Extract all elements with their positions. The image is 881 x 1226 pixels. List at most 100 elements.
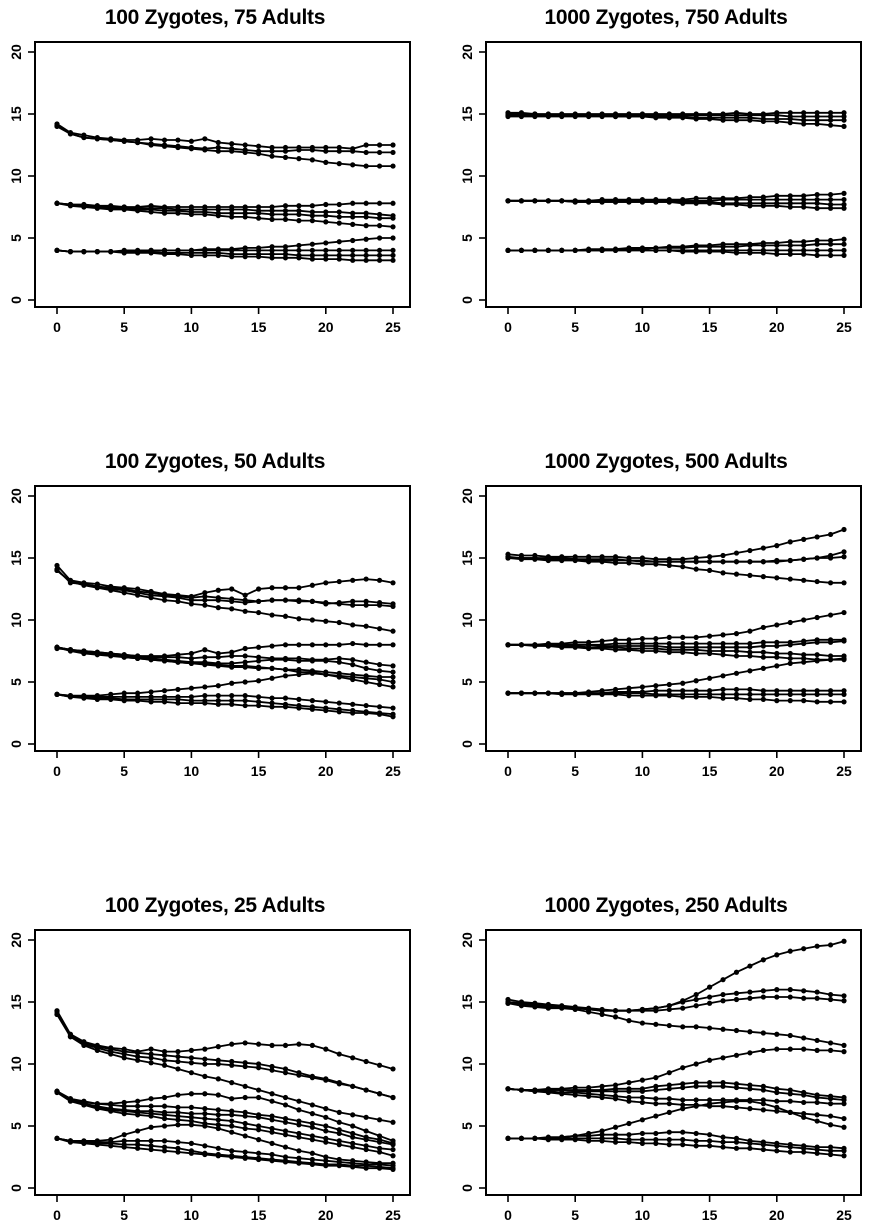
data-point [760, 112, 766, 118]
data-point [733, 244, 740, 250]
data-point [693, 1003, 699, 1009]
x-tick-label: 10 [635, 319, 651, 335]
data-point [639, 1020, 645, 1026]
data-point [363, 576, 369, 582]
data-point [148, 1146, 154, 1153]
data-point [161, 1144, 168, 1150]
data-point [707, 650, 713, 657]
data-point [323, 209, 329, 215]
data-point [188, 252, 194, 258]
data-point [350, 1140, 356, 1146]
data-point [175, 1058, 181, 1065]
data-point [841, 236, 847, 242]
data-point [680, 1084, 686, 1091]
data-point [81, 204, 87, 210]
series-line [56, 646, 394, 673]
data-point [256, 1123, 262, 1129]
data-point [801, 200, 807, 206]
data-point [121, 690, 127, 696]
data-point [747, 653, 753, 659]
data-point [161, 137, 168, 143]
data-point [760, 250, 766, 256]
data-point [787, 200, 793, 206]
data-point [760, 1142, 766, 1148]
data-point [282, 216, 289, 222]
data-point [666, 681, 672, 688]
data-point [733, 1081, 740, 1087]
data-point [639, 561, 645, 567]
data-point [653, 1075, 659, 1081]
data-point [390, 628, 396, 634]
y-tick-label: 10 [459, 168, 475, 184]
data-point [202, 136, 208, 142]
y-tick-label: 20 [8, 488, 24, 504]
data-point [572, 247, 578, 253]
data-point [720, 1139, 726, 1145]
data-point [693, 1138, 699, 1144]
data-point [707, 1057, 713, 1063]
data-point [653, 648, 659, 654]
data-point [612, 199, 619, 205]
data-point [202, 1073, 208, 1079]
data-point [242, 608, 248, 614]
data-point [309, 582, 315, 588]
data-point [229, 693, 235, 699]
data-point [175, 700, 181, 706]
data-point [188, 1104, 194, 1110]
data-point [707, 644, 713, 650]
data-point [787, 204, 793, 210]
data-point [323, 1128, 329, 1134]
data-point [814, 699, 820, 705]
data-point [693, 1024, 699, 1030]
series-line [56, 123, 393, 150]
data-point [801, 242, 807, 249]
data-point [653, 636, 659, 642]
data-point [108, 1051, 114, 1057]
data-point [599, 559, 605, 565]
data-point [188, 1055, 194, 1061]
data-point [309, 642, 315, 648]
data-point [626, 693, 632, 699]
data-point [309, 256, 315, 262]
data-point [787, 116, 793, 122]
data-point [376, 1145, 383, 1151]
data-point [693, 996, 699, 1003]
data-point [309, 218, 315, 224]
data-point [801, 1111, 807, 1117]
data-point [599, 1138, 605, 1144]
data-point [787, 650, 793, 657]
data-point [841, 699, 847, 705]
data-point [390, 142, 396, 148]
data-point [814, 658, 820, 664]
data-point [733, 550, 740, 556]
data-point [747, 1082, 753, 1088]
data-point [760, 1047, 766, 1053]
data-point [363, 200, 369, 206]
data-point [54, 691, 60, 697]
data-point [161, 1138, 168, 1144]
data-point [94, 696, 100, 702]
data-point [720, 673, 726, 679]
data-point [188, 1122, 194, 1128]
data-point [545, 690, 551, 696]
data-point [161, 1112, 168, 1118]
data-point [693, 634, 699, 640]
data-point [94, 585, 100, 591]
data-point [323, 1154, 329, 1160]
data-point [135, 592, 141, 598]
data-point [376, 252, 383, 258]
data-point [121, 698, 127, 704]
data-point [336, 1130, 342, 1137]
data-point [323, 144, 329, 151]
chart-panel: 100 Zygotes, 25 Adults 0 5 10 15 20 25 0 5 10 15 20 [0, 888, 430, 1223]
data-point [148, 1113, 154, 1119]
data-point [309, 1124, 315, 1130]
series-line [56, 568, 394, 608]
x-tick-label: 10 [184, 763, 200, 779]
data-point [787, 247, 793, 253]
data-point [215, 701, 221, 707]
x-tick-label: 20 [318, 319, 334, 335]
data-point [639, 693, 645, 699]
data-point [350, 1164, 356, 1170]
data-point [827, 205, 834, 211]
